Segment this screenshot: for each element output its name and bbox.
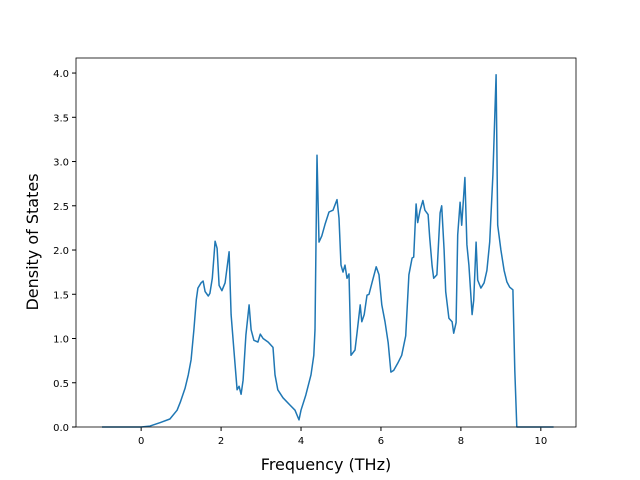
y-tick-label: 4.0 — [53, 69, 69, 80]
x-tick-label: 4 — [298, 436, 304, 447]
y-tick-label: 3.5 — [53, 113, 69, 124]
y-axis-label: Density of States — [23, 173, 42, 310]
y-tick-label: 0.0 — [53, 423, 69, 434]
y-tick-label: 0.5 — [53, 379, 69, 390]
y-tick-label: 2.5 — [53, 202, 69, 213]
x-tick-label: 0 — [138, 436, 144, 447]
y-tick-label: 2.0 — [53, 246, 69, 257]
plot-frame — [75, 57, 577, 428]
x-tick-label: 6 — [378, 436, 384, 447]
y-tick-label: 3.0 — [53, 158, 69, 169]
y-tick-label: 1.0 — [53, 335, 69, 346]
line — [102, 74, 554, 428]
x-tick-label: 10 — [534, 436, 547, 447]
y-tick-label: 1.5 — [53, 290, 69, 301]
x-axis-label: Frequency (THz) — [261, 455, 391, 474]
x-tick-label: 2 — [218, 436, 224, 447]
x-tick-label: 8 — [458, 436, 464, 447]
